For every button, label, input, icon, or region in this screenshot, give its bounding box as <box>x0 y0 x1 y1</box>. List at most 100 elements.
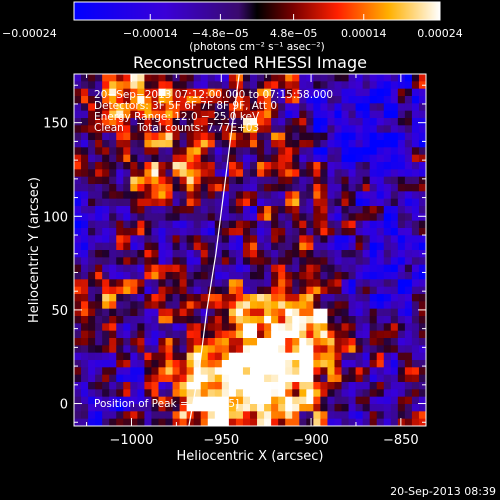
heatmap-cell <box>397 294 406 302</box>
heatmap-cell <box>411 235 420 244</box>
heatmap-cell <box>390 404 399 412</box>
heatmap-cell <box>369 418 378 426</box>
heatmap-cell <box>292 140 300 148</box>
heatmap-cell <box>158 382 167 390</box>
heatmap-cell <box>383 338 392 346</box>
heatmap-cell <box>278 411 286 420</box>
heatmap-cell <box>299 360 307 368</box>
heatmap-cell <box>228 367 237 376</box>
heatmap-cell <box>348 242 357 251</box>
heatmap-cell <box>278 279 286 288</box>
heatmap-cell <box>95 81 103 90</box>
heatmap-cell <box>123 176 131 185</box>
heatmap-cell <box>88 286 96 295</box>
heatmap-cell <box>95 88 103 97</box>
heatmap-cell <box>158 242 167 251</box>
heatmap-cell <box>250 118 258 126</box>
heatmap-cell <box>221 147 230 156</box>
heatmap-cell <box>320 360 329 368</box>
heatmap-cell <box>158 169 167 178</box>
heatmap-cell <box>200 74 209 82</box>
heatmap-cell <box>186 352 195 361</box>
heatmap-cell <box>369 316 378 324</box>
heatmap-cell <box>390 360 399 368</box>
heatmap-cell <box>348 301 357 310</box>
heatmap-cell <box>250 345 258 354</box>
heatmap-cell <box>74 154 82 163</box>
heatmap-cell <box>383 81 392 90</box>
heatmap-cell <box>116 162 124 170</box>
heatmap-cell <box>257 264 265 273</box>
heatmap-cell <box>158 272 167 280</box>
heatmap-cell <box>200 279 209 288</box>
heatmap-cell <box>144 162 153 170</box>
heatmap-cell <box>271 81 279 90</box>
heatmap-cell <box>74 294 82 302</box>
heatmap-cell <box>250 396 258 405</box>
heatmap-cell <box>334 411 343 420</box>
heatmap-cell <box>109 132 117 141</box>
heatmap-cell <box>278 198 286 207</box>
heatmap-cell <box>306 235 314 244</box>
heatmap-cell <box>74 162 82 170</box>
heatmap-cell <box>285 418 293 426</box>
annotation-counts: Clean Total counts: 7.77E+03 <box>94 122 259 134</box>
heatmap-cell <box>320 110 329 119</box>
heatmap-cell <box>348 418 357 426</box>
heatmap-cell <box>193 330 202 339</box>
heatmap-cell <box>355 316 364 324</box>
heatmap-cell <box>109 206 117 214</box>
heatmap-cell <box>418 411 426 420</box>
heatmap-cell <box>193 404 202 412</box>
x-axis-ticks: −1000 −950 −900 −850 <box>86 74 419 448</box>
heatmap-cell <box>264 154 272 163</box>
heatmap-cell <box>228 404 237 412</box>
heatmap-cell <box>179 374 188 383</box>
heatmap-cell <box>88 242 96 251</box>
heatmap-cell <box>411 382 420 390</box>
heatmap-cell <box>278 103 286 112</box>
heatmap-cell <box>242 389 251 398</box>
heatmap-cell <box>109 382 117 390</box>
heatmap-cell <box>221 118 230 126</box>
heatmap-cell <box>228 323 237 332</box>
heatmap-cell <box>221 411 230 420</box>
heatmap-cell <box>193 286 202 295</box>
heatmap-cell <box>235 301 244 310</box>
heatmap-cell <box>313 272 321 280</box>
heatmap-cell <box>271 162 279 170</box>
heatmap-cell <box>341 264 350 273</box>
heatmap-cell <box>313 81 321 90</box>
heatmap-cell <box>165 389 174 398</box>
heatmap-cell <box>306 206 314 214</box>
heatmap-cell <box>109 396 117 405</box>
heatmap-cell <box>228 272 237 280</box>
heatmap-cell <box>299 374 307 383</box>
heatmap-cell <box>74 184 82 192</box>
heatmap-cell <box>88 389 96 398</box>
heatmap-cell <box>144 118 153 126</box>
heatmap-cell <box>130 316 138 324</box>
heatmap-cell <box>390 330 399 339</box>
heatmap-cell <box>151 198 160 207</box>
heatmap-cell <box>193 118 202 126</box>
heatmap-cell <box>235 404 244 412</box>
heatmap-cell <box>186 294 195 302</box>
heatmap-cell <box>411 250 420 258</box>
heatmap-cell <box>207 184 216 192</box>
heatmap-cell <box>390 396 399 405</box>
heatmap-cell <box>341 279 350 288</box>
heatmap-cell <box>292 316 300 324</box>
heatmap-cell <box>123 250 131 258</box>
heatmap-cell <box>242 191 251 200</box>
heatmap-cell <box>179 140 188 148</box>
heatmap-cell <box>369 338 378 346</box>
heatmap-cell <box>214 198 223 207</box>
heatmap-cell <box>257 125 265 134</box>
heatmap-cell <box>116 352 124 361</box>
heatmap-cell <box>257 110 265 119</box>
heatmap-cell <box>271 330 279 339</box>
heatmap-cell <box>397 374 406 383</box>
heatmap-cell <box>292 176 300 185</box>
heatmap-cell <box>355 367 364 376</box>
